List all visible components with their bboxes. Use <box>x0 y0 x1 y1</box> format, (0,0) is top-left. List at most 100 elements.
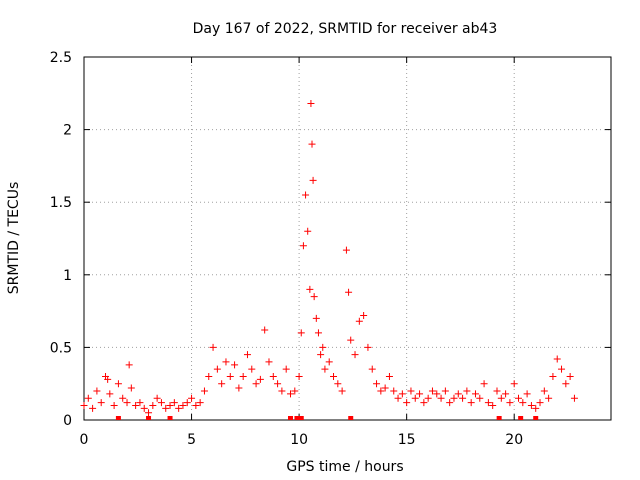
data-point <box>269 372 277 380</box>
data-point <box>471 390 479 398</box>
x-tick-label: 5 <box>187 432 196 448</box>
data-point <box>553 355 561 363</box>
data-point <box>467 399 475 407</box>
data-point <box>123 399 131 407</box>
data-point <box>183 399 191 407</box>
data-point <box>476 394 484 402</box>
data-point <box>484 399 492 407</box>
data-point <box>377 387 385 395</box>
data-point <box>325 358 333 366</box>
data-point <box>226 372 234 380</box>
data-point <box>307 99 315 107</box>
data-point <box>450 394 458 402</box>
data-point <box>119 394 127 402</box>
grid <box>84 57 611 420</box>
data-point <box>106 390 114 398</box>
data-point <box>463 387 471 395</box>
data-point <box>360 311 368 319</box>
data-point <box>437 394 445 402</box>
data-point <box>424 394 432 402</box>
data-point <box>104 375 112 383</box>
data-point <box>381 384 389 392</box>
data-point <box>314 329 322 337</box>
data-point <box>222 358 230 366</box>
data-point <box>411 394 419 402</box>
data-point <box>416 390 424 398</box>
data-point <box>256 375 264 383</box>
data-point <box>205 372 213 380</box>
data-point <box>566 372 574 380</box>
data-point <box>291 387 299 395</box>
data-point <box>170 399 178 407</box>
data-point <box>407 387 415 395</box>
data-point <box>282 365 290 373</box>
data-point <box>480 380 488 388</box>
x-tick-label: 20 <box>505 432 523 448</box>
data-point <box>536 399 544 407</box>
data-point <box>532 404 540 412</box>
data-point <box>132 401 140 409</box>
data-point <box>84 394 92 402</box>
data-point <box>403 399 411 407</box>
data-point <box>334 380 342 388</box>
data-point <box>347 336 355 344</box>
data-point <box>261 326 269 334</box>
data-point <box>304 227 312 235</box>
data-point <box>286 390 294 398</box>
data-point <box>274 380 282 388</box>
data-point <box>299 242 307 250</box>
data-point <box>489 401 497 409</box>
data-point <box>394 394 402 402</box>
data-point <box>157 399 165 407</box>
data-point <box>441 387 449 395</box>
data-point <box>330 372 338 380</box>
data-points <box>80 99 578 420</box>
data-point <box>188 394 196 402</box>
data-point <box>433 390 441 398</box>
data-point <box>308 140 316 148</box>
data-point <box>235 384 243 392</box>
data-point <box>179 401 187 409</box>
data-point <box>338 387 346 395</box>
data-point <box>140 404 148 412</box>
data-point <box>549 372 557 380</box>
data-point <box>213 365 221 373</box>
data-point <box>175 404 183 412</box>
data-point <box>80 401 88 409</box>
data-point <box>368 365 376 373</box>
data-point <box>166 401 174 409</box>
data-point <box>231 361 239 369</box>
data-point <box>114 380 122 388</box>
data-point <box>192 401 200 409</box>
data-point <box>209 343 217 351</box>
data-point <box>153 394 161 402</box>
y-tick-label: 1 <box>63 268 72 284</box>
data-point <box>454 390 462 398</box>
y-tick-label: 0 <box>63 413 72 429</box>
chart-title: Day 167 of 2022, SRMTID for receiver ab4… <box>193 21 498 37</box>
baseline-marker <box>167 416 173 420</box>
data-point <box>218 380 226 388</box>
data-point <box>355 317 363 325</box>
baseline-marker <box>115 416 121 420</box>
data-point <box>136 399 144 407</box>
data-point <box>145 409 153 417</box>
data-point <box>510 380 518 388</box>
data-point <box>306 285 314 293</box>
x-tick-label: 0 <box>80 432 89 448</box>
data-point <box>385 372 393 380</box>
data-point <box>239 372 247 380</box>
baseline-marker <box>294 416 300 420</box>
baseline-marker <box>533 416 539 420</box>
data-point <box>493 387 501 395</box>
data-point <box>398 390 406 398</box>
data-point <box>420 399 428 407</box>
y-tick-label: 0.5 <box>50 340 72 356</box>
data-point <box>502 390 510 398</box>
x-tick-label: 15 <box>398 432 416 448</box>
y-tick-label: 2.5 <box>50 50 72 66</box>
baseline-marker <box>287 416 293 420</box>
data-point <box>515 394 523 402</box>
data-point <box>446 399 454 407</box>
